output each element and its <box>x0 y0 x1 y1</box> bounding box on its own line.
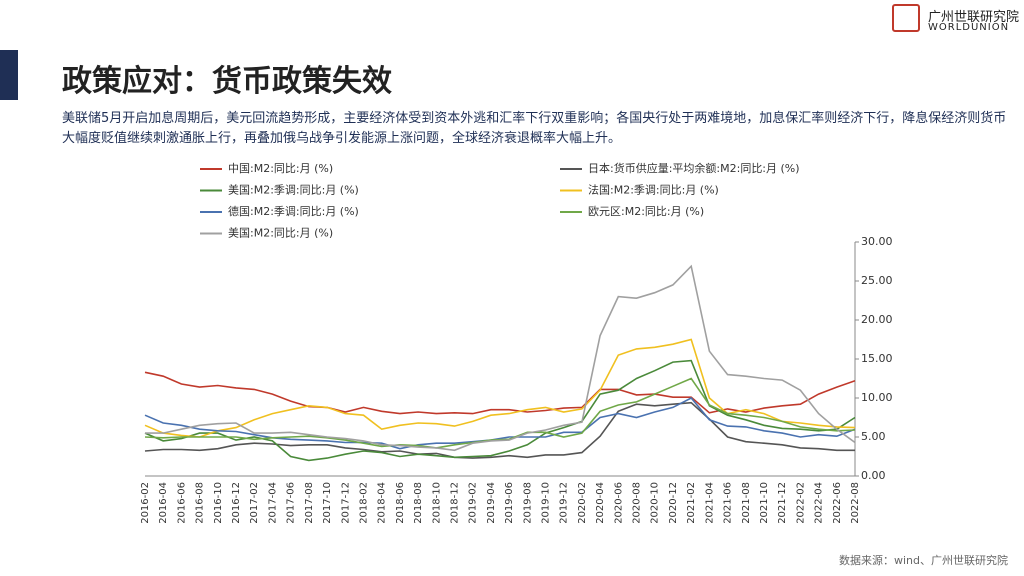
x-tick-label: 2018-12 <box>449 482 460 524</box>
x-tick-label: 2022-04 <box>814 482 825 524</box>
x-tick-label: 2021-08 <box>741 482 752 524</box>
x-tick-label: 2016-12 <box>231 482 242 524</box>
legend-label: 欧元区:M2:同比:月 (%) <box>588 205 704 218</box>
y-tick-label: 20.00 <box>861 313 893 326</box>
logo-subtext: WORLDUNION <box>928 22 1010 33</box>
accent-bar <box>0 50 18 100</box>
x-tick-label: 2017-02 <box>249 482 260 524</box>
x-tick-label: 2019-02 <box>468 482 479 524</box>
x-tick-label: 2021-06 <box>723 482 734 524</box>
x-tick-label: 2016-10 <box>213 482 224 524</box>
y-tick-label: 10.00 <box>861 391 893 404</box>
x-tick-label: 2018-04 <box>377 482 388 524</box>
slide-title: 政策应对：货币政策失效 <box>62 64 392 99</box>
y-tick-label: 5.00 <box>861 430 886 443</box>
x-tick-label: 2021-04 <box>704 482 715 524</box>
logo-icon <box>892 4 920 32</box>
legend-label: 美国:M2:同比:月 (%) <box>228 227 333 240</box>
x-tick-label: 2017-08 <box>304 482 315 524</box>
x-tick-label: 2020-06 <box>613 482 624 524</box>
y-tick-label: 30.00 <box>861 235 893 248</box>
x-tick-label: 2019-10 <box>541 482 552 524</box>
y-tick-label: 25.00 <box>861 274 893 287</box>
x-tick-label: 2021-02 <box>686 482 697 524</box>
x-tick-label: 2020-04 <box>595 482 606 524</box>
y-tick-label: 0.00 <box>861 469 886 482</box>
x-tick-label: 2017-10 <box>322 482 333 524</box>
x-tick-label: 2021-12 <box>777 482 788 524</box>
x-tick-label: 2018-08 <box>413 482 424 524</box>
x-tick-label: 2018-10 <box>431 482 442 524</box>
x-tick-label: 2020-10 <box>650 482 661 524</box>
x-tick-label: 2017-06 <box>286 482 297 524</box>
x-tick-label: 2017-12 <box>340 482 351 524</box>
x-tick-label: 2020-08 <box>632 482 643 524</box>
x-tick-label: 2018-02 <box>358 482 369 524</box>
series-line <box>144 401 855 459</box>
x-tick-label: 2022-06 <box>832 482 843 524</box>
x-tick-label: 2018-06 <box>395 482 406 524</box>
source-note: 数据来源：wind、广州世联研究院 <box>838 554 1008 567</box>
x-tick-label: 2017-04 <box>267 482 278 524</box>
x-tick-label: 2019-04 <box>486 482 497 524</box>
series-line <box>145 264 856 452</box>
slide-body: 美联储5月开启加息周期后，美元回流趋势形成，主要经济体受到资本外逃和汇率下行双重… <box>62 111 1007 146</box>
series-line <box>144 371 856 415</box>
logo-text: 广州世联研究院 <box>928 10 1020 25</box>
legend-label: 中国:M2:同比:月 (%) <box>228 162 333 175</box>
legend-label: 法国:M2:季调:同比:月 (%) <box>588 183 719 197</box>
y-tick-label: 15.00 <box>861 352 893 365</box>
legend-label: 日本:货币供应量:平均余额:M2:同比:月 (%) <box>588 161 800 175</box>
x-tick-label: 2016-02 <box>140 482 151 524</box>
legend-label: 德国:M2:季调:同比:月 (%) <box>228 204 359 218</box>
x-tick-label: 2020-02 <box>577 482 588 524</box>
x-tick-label: 2021-10 <box>759 482 770 524</box>
x-tick-label: 2020-12 <box>668 482 679 524</box>
x-tick-label: 2016-04 <box>158 482 169 524</box>
x-tick-label: 2022-02 <box>795 482 806 524</box>
series-line <box>144 396 856 450</box>
x-tick-label: 2019-06 <box>504 482 515 524</box>
x-tick-label: 2019-12 <box>559 482 570 524</box>
series-line <box>144 338 856 438</box>
x-tick-label: 2016-06 <box>176 482 187 524</box>
legend-label: 美国:M2:季调:同比:月 (%) <box>228 184 359 197</box>
x-tick-label: 2016-08 <box>195 482 206 524</box>
x-tick-label: 2019-08 <box>522 482 533 524</box>
x-tick-label: 2022-08 <box>850 482 861 524</box>
